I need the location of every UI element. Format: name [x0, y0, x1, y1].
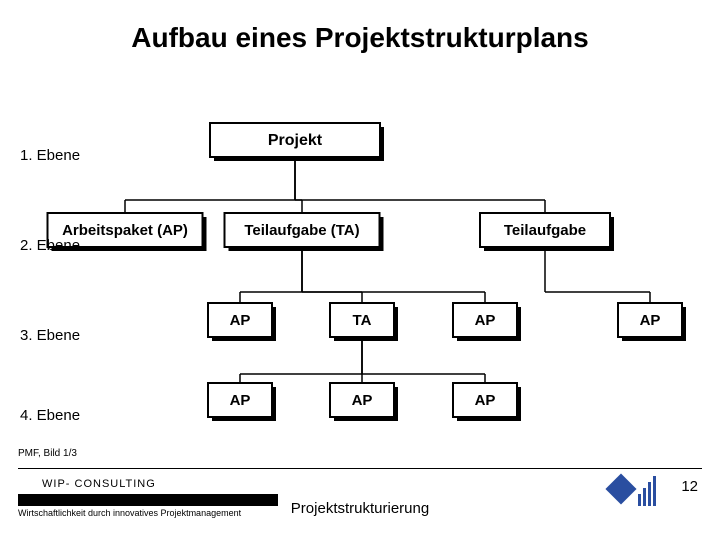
node-label-b1: Arbeitspaket (AP): [62, 222, 188, 239]
node-label-c4: AP: [640, 312, 661, 329]
node-label-d2: AP: [352, 392, 373, 409]
node-b3: Teilaufgabe: [480, 213, 614, 251]
footer-divider: [18, 468, 702, 469]
wip-logo-icon: [604, 474, 664, 506]
node-c1: AP: [208, 303, 276, 341]
slide-title: Aufbau eines Projektstrukturplans: [0, 0, 720, 54]
node-b2: Teilaufgabe (TA): [225, 213, 384, 251]
level-label-l1: 1. Ebene: [20, 147, 80, 164]
node-d1: AP: [208, 383, 276, 421]
page-number: 12: [681, 478, 698, 495]
node-c3: AP: [453, 303, 521, 341]
node-d3: AP: [453, 383, 521, 421]
node-label-b2: Teilaufgabe (TA): [244, 222, 359, 239]
slide-footnote: PMF, Bild 1/3: [18, 448, 77, 459]
level-label-l4: 4. Ebene: [20, 407, 80, 424]
node-label-c2: TA: [353, 312, 372, 329]
level-label-l3: 3. Ebene: [20, 327, 80, 344]
node-label-c1: AP: [230, 312, 251, 329]
node-c4: AP: [618, 303, 686, 341]
node-c2: TA: [330, 303, 398, 341]
node-d2: AP: [330, 383, 398, 421]
structure-diagram: Projekt Arbeitspaket (AP) Teilaufgabe (TA)…: [0, 70, 720, 470]
node-label-d3: AP: [475, 392, 496, 409]
node-root: Projekt: [210, 123, 384, 161]
node-label-root: Projekt: [268, 132, 323, 149]
node-label-b3: Teilaufgabe: [504, 222, 586, 239]
node-label-c3: AP: [475, 312, 496, 329]
footer-brand: WIP- CONSULTING: [42, 478, 156, 490]
node-label-d1: AP: [230, 392, 251, 409]
level-label-l2: 2. Ebene: [20, 237, 80, 254]
